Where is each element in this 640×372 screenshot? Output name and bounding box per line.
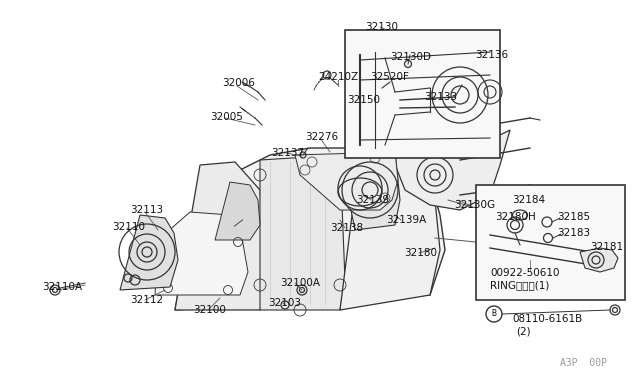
Text: 32005: 32005 (210, 112, 243, 122)
Text: (2): (2) (516, 326, 531, 336)
Text: 32103: 32103 (268, 298, 301, 308)
Polygon shape (215, 182, 260, 240)
Polygon shape (120, 215, 178, 290)
Text: 32137: 32137 (271, 148, 304, 158)
Polygon shape (295, 152, 398, 210)
Text: 32110: 32110 (112, 222, 145, 232)
Text: 32130: 32130 (365, 22, 398, 32)
Text: 32139: 32139 (356, 195, 389, 205)
Text: 24210Z: 24210Z (318, 72, 358, 82)
Polygon shape (340, 152, 440, 310)
Text: 00922-50610: 00922-50610 (490, 268, 559, 278)
Text: 32006: 32006 (222, 78, 255, 88)
Polygon shape (260, 155, 345, 310)
Text: 32112: 32112 (130, 295, 163, 305)
Text: RINGリング(1): RINGリング(1) (490, 280, 549, 290)
Text: 32138: 32138 (330, 223, 363, 233)
Polygon shape (340, 152, 400, 230)
Text: 32276: 32276 (305, 132, 338, 142)
Text: 32185: 32185 (557, 212, 590, 222)
Text: 32180: 32180 (404, 248, 437, 258)
Bar (476, 185, 625, 300)
Text: 32110A: 32110A (42, 282, 82, 292)
Polygon shape (175, 162, 265, 310)
Polygon shape (580, 248, 618, 272)
Polygon shape (390, 130, 510, 210)
Text: A3P  00P: A3P 00P (560, 358, 607, 368)
Text: B: B (492, 310, 497, 318)
Text: 32180H: 32180H (495, 212, 536, 222)
Text: 32113: 32113 (130, 205, 163, 215)
Text: 32181: 32181 (590, 242, 623, 252)
Text: 08110-6161B: 08110-6161B (512, 314, 582, 324)
Polygon shape (175, 148, 445, 310)
Text: 32133: 32133 (424, 92, 457, 102)
Text: 32130D: 32130D (390, 52, 431, 62)
Text: 32100: 32100 (193, 305, 226, 315)
Polygon shape (155, 212, 248, 295)
Text: 32136: 32136 (475, 50, 508, 60)
Text: 32130G: 32130G (454, 200, 495, 210)
Text: 32184: 32184 (512, 195, 545, 205)
Text: 32100A: 32100A (280, 278, 320, 288)
Text: 32183: 32183 (557, 228, 590, 238)
Bar (345, 30, 500, 158)
Text: 32520F: 32520F (370, 72, 409, 82)
Text: 32150: 32150 (347, 95, 380, 105)
Text: 32139A: 32139A (386, 215, 426, 225)
